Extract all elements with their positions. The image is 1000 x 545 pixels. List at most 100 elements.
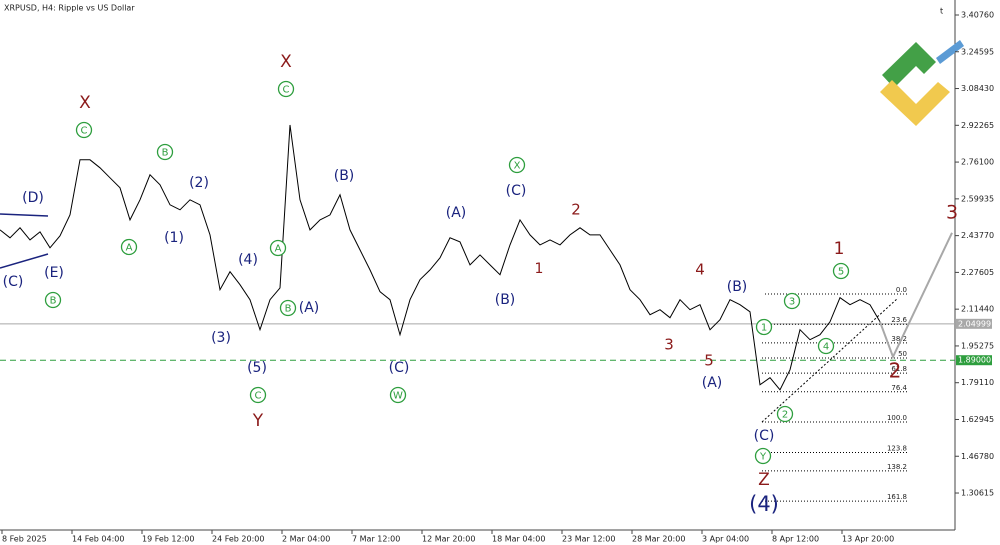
y-tick-label: 3.24595 bbox=[961, 47, 994, 56]
forecast-path bbox=[879, 232, 953, 360]
wave-label: C bbox=[255, 391, 262, 402]
fib-label: 138.2 bbox=[887, 463, 907, 471]
corner-text: t bbox=[940, 7, 943, 16]
y-tick-label: 1.30615 bbox=[961, 489, 994, 498]
wave-label: Z bbox=[758, 470, 770, 490]
wave-label: (1) bbox=[164, 230, 184, 246]
wave-label: (B) bbox=[495, 292, 516, 308]
y-tick-label: 1.95275 bbox=[961, 341, 994, 350]
wave-label: 2 bbox=[782, 410, 788, 421]
wave-label: (A) bbox=[702, 375, 723, 391]
price-tag bbox=[956, 355, 992, 366]
x-tick-label: 12 Mar 20:00 bbox=[422, 535, 475, 544]
x-tick-label: 18 Mar 04:00 bbox=[492, 535, 545, 544]
fib-label: 123.8 bbox=[887, 444, 907, 452]
wave-label: (D) bbox=[22, 190, 44, 206]
wave-label: C bbox=[81, 126, 88, 137]
y-tick-label: 2.11440 bbox=[961, 305, 994, 314]
y-tick-label: 1.79110 bbox=[961, 378, 994, 387]
wave-label: Y bbox=[252, 411, 264, 431]
y-tick-label: 2.59935 bbox=[961, 194, 994, 203]
wave-label: (C) bbox=[754, 428, 775, 444]
x-tick-label: 8 Apr 12:00 bbox=[772, 535, 819, 544]
y-tick-label: 2.92265 bbox=[961, 121, 994, 130]
wave-label: (B) bbox=[727, 279, 748, 295]
wave-circle bbox=[755, 318, 773, 336]
wave-circle bbox=[817, 337, 835, 355]
wave-label: 1 bbox=[761, 323, 767, 334]
fib-label: 61.8 bbox=[891, 365, 907, 373]
wave-label: Y bbox=[759, 452, 767, 463]
wave-circle bbox=[156, 143, 174, 161]
wave-label: (4) bbox=[749, 492, 779, 516]
fib-label: 161.8 bbox=[887, 493, 907, 501]
wave-label: 4 bbox=[823, 342, 829, 353]
wave-circle bbox=[279, 299, 297, 317]
y-tick-label: 2.76100 bbox=[961, 158, 994, 167]
x-tick-label: 14 Feb 04:00 bbox=[72, 535, 124, 544]
wave-label: 5 bbox=[838, 267, 844, 278]
wave-circle bbox=[249, 386, 267, 404]
x-tick-label: 7 Mar 12:00 bbox=[352, 535, 400, 544]
x-tick-label: 23 Mar 12:00 bbox=[562, 535, 615, 544]
x-tick-label: 13 Apr 20:00 bbox=[842, 535, 894, 544]
wave-label: A bbox=[126, 243, 133, 254]
wave-label: (C) bbox=[3, 274, 24, 290]
y-tick-label: 1.46780 bbox=[961, 452, 994, 461]
wave-label: B bbox=[162, 148, 169, 159]
trend-line bbox=[0, 213, 49, 217]
wave-circle bbox=[75, 121, 93, 139]
wave-label: B bbox=[50, 296, 57, 307]
x-tick-label: 2 Mar 04:00 bbox=[282, 535, 330, 544]
fib-label: 76.4 bbox=[891, 384, 907, 392]
wave-label: (4) bbox=[238, 252, 258, 268]
wave-label: 1 bbox=[834, 239, 845, 259]
fib-label: 0.0 bbox=[896, 286, 907, 294]
wave-label: 2 bbox=[889, 359, 902, 383]
wave-label: B bbox=[285, 304, 292, 315]
wave-circle bbox=[508, 156, 526, 174]
wave-label: (B) bbox=[334, 168, 355, 184]
wave-circle bbox=[44, 291, 62, 309]
wave-label: 5 bbox=[704, 352, 714, 370]
y-tick-label: 3.08430 bbox=[961, 84, 994, 93]
wave-label: 3 bbox=[664, 336, 674, 354]
y-tick-label: 2.27605 bbox=[961, 268, 994, 277]
wave-label: W bbox=[393, 391, 403, 402]
wave-label: 2 bbox=[571, 201, 581, 219]
x-tick-label: 3 Apr 04:00 bbox=[702, 535, 749, 544]
x-tick-label: 24 Feb 20:00 bbox=[212, 535, 264, 544]
wave-label: 4 bbox=[695, 261, 705, 279]
wave-circle bbox=[754, 447, 772, 465]
wave-label: 3 bbox=[789, 297, 795, 308]
x-tick-label: 28 Mar 20:00 bbox=[632, 535, 685, 544]
y-tick-label: 3.40760 bbox=[961, 10, 994, 19]
price-label: 1.89000 bbox=[958, 356, 991, 365]
fib-label: 100.0 bbox=[887, 414, 907, 422]
price-line-series bbox=[0, 124, 881, 391]
wave-circle bbox=[120, 238, 138, 256]
logo bbox=[880, 40, 964, 126]
chart-title: XRPUSD, H4: Ripple vs US Dollar bbox=[4, 4, 135, 13]
wave-circle bbox=[269, 239, 287, 257]
wave-circle bbox=[832, 262, 850, 280]
fib-label: 38.2 bbox=[891, 335, 907, 343]
wave-label: (C) bbox=[506, 183, 527, 199]
wave-label: (5) bbox=[247, 360, 267, 376]
wave-label: (2) bbox=[189, 175, 209, 191]
price-label: 2.04999 bbox=[958, 319, 991, 328]
wave-label: (C) bbox=[389, 360, 410, 376]
wave-label: (A) bbox=[446, 205, 467, 221]
wave-circle bbox=[776, 405, 794, 423]
wave-label: 1 bbox=[535, 261, 544, 277]
x-tick-label: 8 Feb 2025 bbox=[2, 535, 47, 544]
wave-circle bbox=[783, 292, 801, 310]
fib-label: 50 bbox=[898, 350, 907, 358]
fib-label: 23.6 bbox=[891, 316, 907, 324]
wave-label: 3 bbox=[946, 202, 958, 224]
wave-label: (A) bbox=[299, 300, 320, 316]
x-tick-label: 19 Feb 12:00 bbox=[142, 535, 194, 544]
wave-label: (E) bbox=[44, 265, 64, 281]
wave-label: X bbox=[514, 161, 521, 172]
